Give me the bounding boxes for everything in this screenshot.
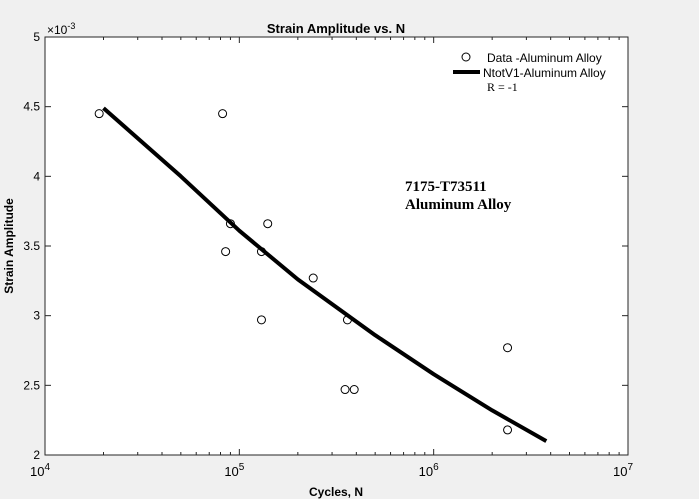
- data-point: [256, 315, 266, 325]
- y-tick-label: 3.5: [23, 239, 40, 253]
- data-point: [342, 315, 352, 325]
- x-tick-label: 105: [224, 462, 244, 479]
- data-point: [256, 247, 266, 257]
- y-tick-label: 3: [33, 309, 40, 323]
- data-point: [94, 109, 104, 119]
- annotation: 7175-T73511 Aluminum Alloy: [405, 179, 512, 213]
- annotation-line-1: 7175-T73511: [405, 179, 487, 195]
- x-tick-label: 107: [613, 462, 633, 479]
- fit-curve-line: [102, 106, 548, 443]
- legend-marker-data: [461, 52, 471, 62]
- annotation-line-2: Aluminum Alloy: [405, 197, 512, 213]
- data-point: [225, 219, 235, 229]
- y-axis-ticks: 2 2.5 3 3.5 4 4.5 5: [23, 30, 628, 462]
- data-point: [308, 273, 318, 283]
- legend-entry-line: NtotV1-Aluminum Alloy: [483, 66, 606, 80]
- y-tick-label: 4.5: [23, 100, 40, 114]
- data-point: [263, 219, 273, 229]
- data-point: [503, 425, 513, 435]
- y-axis-label: Strain Amplitude: [2, 198, 16, 294]
- y-exponent-label: ×10-3: [47, 21, 75, 37]
- y-tick-label: 4: [33, 169, 40, 183]
- x-tick-label: 104: [30, 462, 50, 479]
- data-point: [221, 247, 231, 257]
- legend-entry-data: Data -Aluminum Alloy: [487, 51, 602, 65]
- chart-title: Strain Amplitude vs. N: [267, 21, 405, 36]
- y-tick-label: 2.5: [23, 378, 40, 392]
- x-axis-ticks: 104 105 106 107: [30, 37, 633, 479]
- x-axis-label: Cycles, N: [309, 485, 363, 499]
- x-tick-label: 106: [419, 462, 439, 479]
- data-point: [340, 385, 350, 395]
- legend: Data -Aluminum Alloy NtotV1-Aluminum All…: [453, 51, 606, 94]
- y-tick-label: 2: [33, 448, 40, 462]
- plot-series: [94, 106, 548, 443]
- data-point: [349, 385, 359, 395]
- legend-entry-ratio: R = -1: [487, 80, 518, 94]
- data-point: [503, 343, 513, 353]
- axes-background: [45, 37, 628, 455]
- y-tick-label: 5: [33, 30, 40, 44]
- data-point: [218, 109, 228, 119]
